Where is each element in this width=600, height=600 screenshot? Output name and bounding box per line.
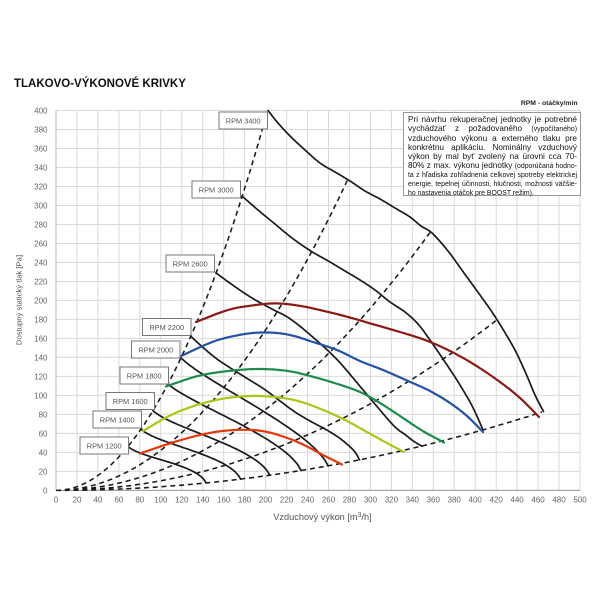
svg-text:360: 360 — [427, 496, 441, 505]
svg-text:300: 300 — [34, 201, 48, 210]
svg-text:RPM 1200: RPM 1200 — [87, 442, 122, 451]
svg-text:400: 400 — [34, 106, 48, 115]
svg-text:RPM 2200: RPM 2200 — [149, 323, 184, 332]
svg-text:140: 140 — [34, 353, 48, 362]
svg-text:RPM 1400: RPM 1400 — [100, 416, 135, 425]
svg-text:Vzduchový výkon [m3/h]: Vzduchový výkon [m3/h] — [273, 512, 371, 522]
svg-text:0: 0 — [43, 486, 48, 495]
svg-text:180: 180 — [238, 496, 252, 505]
svg-text:80: 80 — [135, 496, 144, 505]
svg-text:40: 40 — [39, 448, 48, 457]
svg-text:140: 140 — [196, 496, 210, 505]
svg-text:100: 100 — [154, 496, 168, 505]
svg-text:100: 100 — [34, 391, 48, 400]
svg-text:220: 220 — [280, 496, 294, 505]
svg-text:240: 240 — [301, 496, 315, 505]
svg-text:340: 340 — [406, 496, 420, 505]
svg-text:380: 380 — [34, 125, 48, 134]
svg-text:20: 20 — [39, 467, 48, 476]
svg-text:280: 280 — [34, 220, 48, 229]
svg-text:320: 320 — [34, 182, 48, 191]
svg-text:300: 300 — [364, 496, 378, 505]
svg-text:340: 340 — [34, 163, 48, 172]
svg-text:400: 400 — [469, 496, 483, 505]
svg-text:60: 60 — [114, 496, 123, 505]
svg-text:160: 160 — [34, 334, 48, 343]
svg-text:260: 260 — [322, 496, 336, 505]
svg-text:80: 80 — [39, 410, 48, 419]
svg-text:200: 200 — [259, 496, 273, 505]
svg-text:440: 440 — [510, 496, 524, 505]
svg-text:160: 160 — [217, 496, 231, 505]
svg-text:260: 260 — [34, 239, 48, 248]
svg-text:RPM 2600: RPM 2600 — [173, 260, 208, 269]
svg-text:RPM 3400: RPM 3400 — [226, 117, 261, 126]
svg-text:180: 180 — [34, 315, 48, 324]
svg-text:40: 40 — [93, 496, 102, 505]
svg-text:120: 120 — [34, 372, 48, 381]
svg-text:320: 320 — [385, 496, 399, 505]
svg-text:380: 380 — [448, 496, 462, 505]
svg-text:360: 360 — [34, 144, 48, 153]
svg-text:RPM 2000: RPM 2000 — [138, 346, 173, 355]
svg-text:RPM 1600: RPM 1600 — [113, 397, 148, 406]
svg-text:RPM 1800: RPM 1800 — [127, 372, 162, 381]
svg-text:0: 0 — [54, 496, 59, 505]
svg-text:120: 120 — [175, 496, 189, 505]
svg-text:420: 420 — [490, 496, 504, 505]
svg-text:280: 280 — [343, 496, 357, 505]
svg-text:220: 220 — [34, 277, 48, 286]
svg-text:20: 20 — [73, 496, 82, 505]
svg-text:500: 500 — [573, 496, 587, 505]
svg-text:60: 60 — [39, 429, 48, 438]
svg-text:Dostupný statický tlak [Pa]: Dostupný statický tlak [Pa] — [15, 255, 24, 345]
svg-text:480: 480 — [552, 496, 566, 505]
svg-text:RPM 3000: RPM 3000 — [199, 186, 234, 195]
svg-text:460: 460 — [531, 496, 545, 505]
svg-text:200: 200 — [34, 296, 48, 305]
svg-text:240: 240 — [34, 258, 48, 267]
